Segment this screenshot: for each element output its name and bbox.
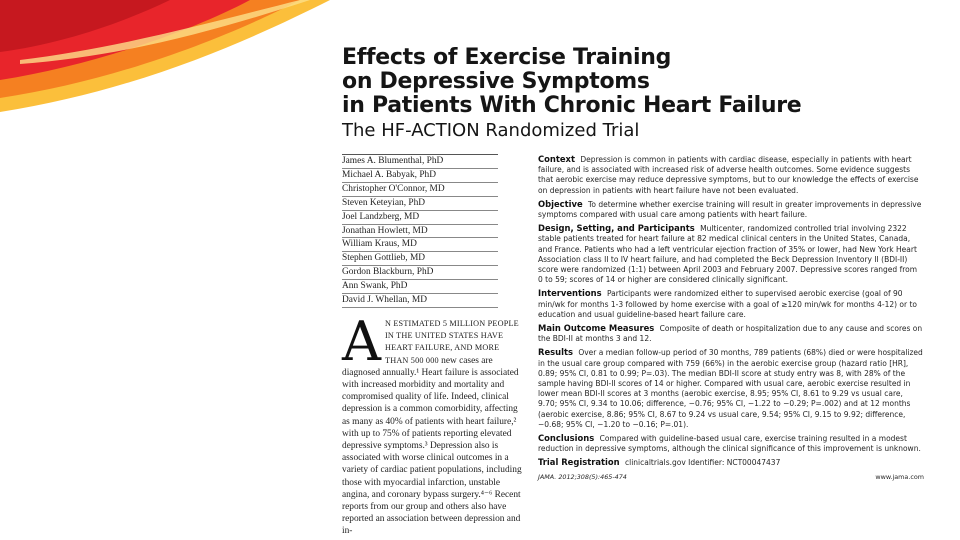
outcomes-label: Main Outcome Measures <box>538 323 655 334</box>
trial-text: clinicaltrials.gov Identifier: NCT000474… <box>624 458 781 468</box>
objective-text: To determine whether exercise training w… <box>538 199 922 220</box>
author: Stephen Gottlieb, MD <box>342 252 498 267</box>
results-label: Results <box>538 347 573 358</box>
author: Michael A. Babyak, PhD <box>342 169 498 183</box>
abstract-results: Results Over a median follow-up period o… <box>538 347 924 430</box>
design-text: Multicenter, randomized controlled trial… <box>538 224 918 285</box>
journal-url: www.jama.com <box>875 472 924 481</box>
abstract-context: Context Depression is common in patients… <box>538 154 924 196</box>
intro-lead: N ESTIMATED 5 MILLION PEOPLE in the Unit… <box>385 319 519 365</box>
author: Jonathan Howlett, MD <box>342 225 498 239</box>
intro-text: new cases are diagnosed annually.¹ Heart… <box>342 355 522 537</box>
author: David J. Whellan, MD <box>342 294 498 308</box>
swoosh-dark-red <box>0 0 170 52</box>
objective-label: Objective <box>538 198 583 209</box>
trial-label: Trial Registration <box>538 457 620 468</box>
title-line-3: in Patients With Chronic Heart Failure <box>342 93 802 118</box>
results-text: Over a median follow-up period of 30 mon… <box>538 348 923 429</box>
title-line-2: on Depressive Symptoms <box>342 69 650 94</box>
context-text: Depression is common in patients with ca… <box>538 155 919 195</box>
conclusions-label: Conclusions <box>538 433 595 444</box>
article-page-image: Effects of Exercise Training on Depressi… <box>338 40 930 540</box>
author: Christopher O'Connor, MD <box>342 183 498 197</box>
abstract-objective: Objective To determine whether exercise … <box>538 199 924 220</box>
swoosh-highlight <box>20 0 310 64</box>
interventions-label: Interventions <box>538 288 602 299</box>
outcomes-text: Composite of death or hospitalization du… <box>538 324 923 344</box>
drop-cap: A <box>342 310 381 373</box>
author: William Kraus, MD <box>342 238 498 253</box>
abstract-trial-registration: Trial Registration clinicaltrials.gov Id… <box>538 457 924 468</box>
abstract-conclusions: Conclusions Compared with guideline-base… <box>538 433 924 454</box>
abstract-outcomes: Main Outcome Measures Composite of death… <box>538 323 924 344</box>
author-list: James A. Blumenthal, PhD Michael A. Baby… <box>342 154 498 308</box>
author: Joel Landzberg, MD <box>342 211 498 225</box>
citation-line: JAMA. 2012;308(5):465-474 www.jama.com <box>538 472 924 482</box>
article-subtitle: The HF-ACTION Randomized Trial <box>342 120 640 141</box>
context-label: Context <box>538 154 575 164</box>
author: Gordon Blackburn, PhD <box>342 266 498 281</box>
decorative-swoosh <box>0 0 330 112</box>
design-label: Design, Setting, and Participants <box>538 223 695 234</box>
abstract-interventions: Interventions Participants were randomiz… <box>538 288 924 320</box>
title-line-1: Effects of Exercise Training <box>342 45 672 70</box>
author: Steven Keteyian, PhD <box>342 197 498 211</box>
author: James A. Blumenthal, PhD <box>342 155 498 169</box>
article-title: Effects of Exercise Training on Depressi… <box>342 46 902 118</box>
abstract-design: Design, Setting, and Participants Multic… <box>538 223 924 285</box>
abstract: Context Depression is common in patients… <box>538 154 924 482</box>
interventions-text: Participants were randomized either to s… <box>538 289 918 319</box>
journal-citation: JAMA. 2012;308(5):465-474 <box>538 472 627 481</box>
conclusions-text: Compared with guideline-based usual care… <box>538 434 921 454</box>
intro-body-text: A N ESTIMATED 5 MILLION PEOPLE in the Un… <box>342 310 522 538</box>
author: Ann Swank, PhD <box>342 280 498 295</box>
